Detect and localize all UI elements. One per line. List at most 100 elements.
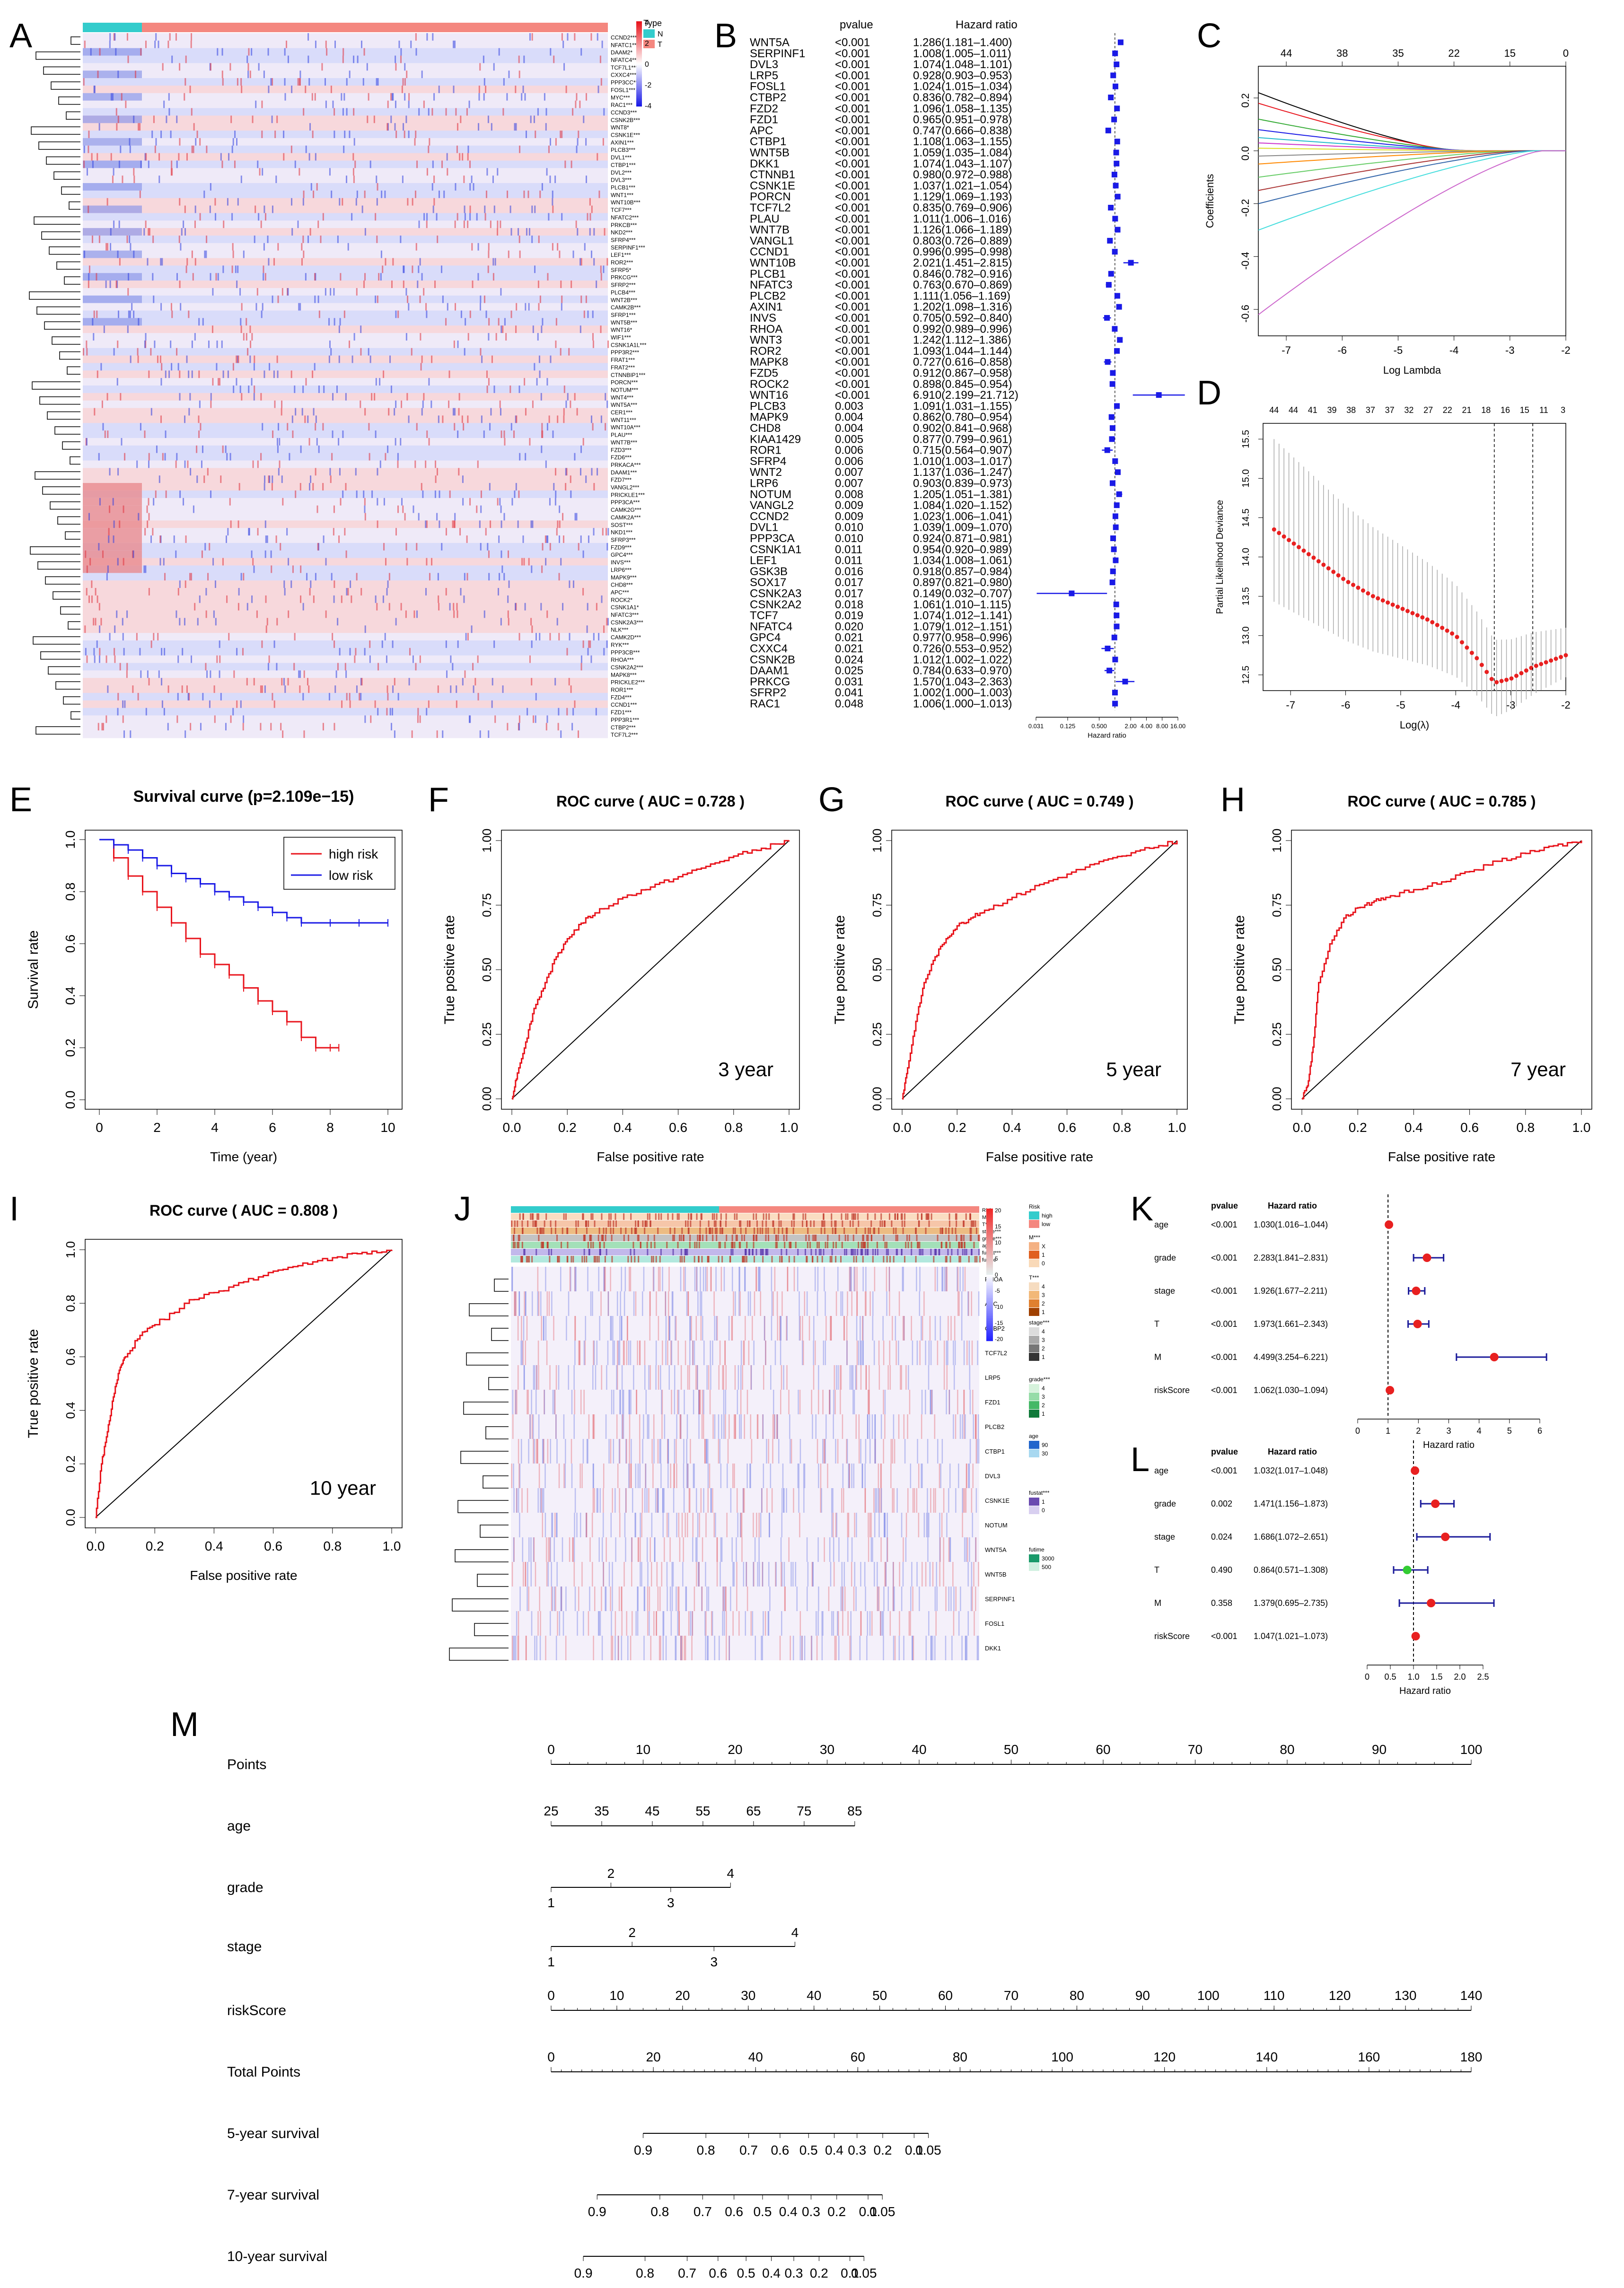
heatmap-cell <box>782 1464 784 1488</box>
scale-step <box>986 1271 993 1273</box>
annotation-cell <box>521 1256 523 1262</box>
heatmap-cell <box>667 1439 669 1464</box>
heatmap-cell <box>412 198 413 206</box>
legend-swatch <box>1029 1211 1039 1219</box>
x-tick-label: 0.4 <box>1003 1120 1021 1135</box>
heatmap-cell <box>556 1513 558 1537</box>
heatmap-cell <box>644 1365 646 1390</box>
hr-point <box>1114 613 1120 619</box>
heatmap-cell <box>137 355 139 363</box>
gene-name: WNT10B <box>750 256 796 269</box>
heatmap-cell <box>376 603 378 611</box>
heatmap-cell <box>421 273 423 281</box>
heatmap-cell <box>708 1365 710 1390</box>
x-tick-label: -7 <box>1286 699 1295 711</box>
annotation-cell <box>725 1213 727 1220</box>
heatmap-cell <box>426 33 428 41</box>
scale-step <box>986 1219 993 1220</box>
heatmap-cell <box>126 663 128 671</box>
heatmap-cell <box>588 535 589 543</box>
y-axis-label: True positive rate <box>442 915 457 1025</box>
heatmap-cell <box>238 483 240 491</box>
heatmap-cell <box>889 1611 891 1636</box>
heatmap-cell <box>428 438 430 446</box>
heatmap-cell <box>541 445 543 453</box>
heatmap-cell <box>364 505 366 513</box>
heatmap-normal-low <box>83 48 142 56</box>
annotation-cell <box>572 1256 574 1262</box>
annotation-cell <box>752 1249 754 1255</box>
heatmap-cell <box>91 235 93 243</box>
legend-label: 2 <box>1042 1300 1045 1307</box>
scale-step <box>636 78 642 80</box>
heatmap-cell <box>603 1267 605 1291</box>
annotation-cell <box>583 1249 585 1255</box>
heatmap-cell <box>574 1267 576 1291</box>
heatmap-cell <box>600 273 602 281</box>
annotation-cell <box>777 1235 779 1241</box>
heatmap-cell <box>243 250 245 258</box>
heatmap-cell <box>754 1537 756 1562</box>
heatmap-cell <box>540 1611 541 1636</box>
heatmap-cell <box>744 1341 745 1365</box>
heatmap-cell <box>205 610 207 618</box>
heatmap-cell <box>107 685 109 693</box>
gene-label: APC*** <box>611 589 629 596</box>
gene-label: DKK1 <box>985 1645 1001 1652</box>
heatmap-cell <box>593 1464 594 1488</box>
annotation-cell <box>532 1213 534 1220</box>
heatmap-cell <box>240 573 242 581</box>
dendrogram-branch <box>49 246 80 255</box>
scale-tick: 4 <box>645 19 649 27</box>
x-tick-label: 2.00 <box>1124 722 1136 729</box>
heatmap-cell <box>552 1587 553 1611</box>
legend-label: 2 <box>1042 1345 1045 1352</box>
heatmap-cell <box>978 1439 980 1464</box>
heatmap-cell <box>83 160 85 168</box>
heatmap-cell <box>485 85 487 93</box>
heatmap-row <box>83 633 608 641</box>
heatmap-cell <box>687 1365 689 1390</box>
gene-name: WNT3 <box>750 334 782 347</box>
heatmap-cell <box>515 85 517 93</box>
heatmap-cell <box>593 1636 594 1660</box>
scale-step <box>636 102 642 104</box>
heatmap-cell <box>258 63 260 71</box>
heatmap-cell <box>862 1316 864 1341</box>
scale-step <box>986 1256 993 1259</box>
heatmap-cell <box>558 573 560 581</box>
annotation-cell <box>654 1242 656 1248</box>
heatmap-cell <box>527 1488 528 1513</box>
heatmap-cell <box>683 1439 685 1464</box>
heatmap-cell <box>194 220 196 228</box>
heatmap-cell <box>966 1636 968 1660</box>
heatmap-cell <box>353 108 355 116</box>
heatmap-cell <box>865 1365 867 1390</box>
heatmap-cell <box>934 1414 936 1439</box>
scale-step <box>636 31 642 33</box>
heatmap-cell <box>973 1562 974 1587</box>
annotation-cell <box>893 1256 895 1262</box>
heatmap-cell <box>847 1537 849 1562</box>
y-tick-label: 0.50 <box>480 958 494 982</box>
annotation-cell <box>864 1227 866 1234</box>
hr-point <box>1108 94 1114 100</box>
gene-label: MYC*** <box>611 94 630 101</box>
heatmap-cell <box>355 468 357 476</box>
heatmap-cell <box>537 333 539 341</box>
scale-step <box>636 26 642 27</box>
gene-label: PRKCG*** <box>611 274 638 281</box>
annotation-cell <box>775 1235 777 1241</box>
heatmap-cell <box>842 1611 843 1636</box>
heatmap-cell <box>176 273 178 281</box>
heatmap-cell <box>608 1562 610 1587</box>
heatmap-cell <box>780 1316 781 1341</box>
heatmap-cell <box>774 1341 776 1365</box>
annotation-cell <box>715 1220 717 1227</box>
hazard-ratio: 1.023(1.006–1.041) <box>913 510 1012 523</box>
heatmap-cell <box>264 550 266 558</box>
heatmap-cell <box>306 573 308 581</box>
heatmap-cell <box>927 1488 928 1513</box>
heatmap-row <box>83 700 608 709</box>
x-tick-label: -4 <box>1449 344 1459 356</box>
